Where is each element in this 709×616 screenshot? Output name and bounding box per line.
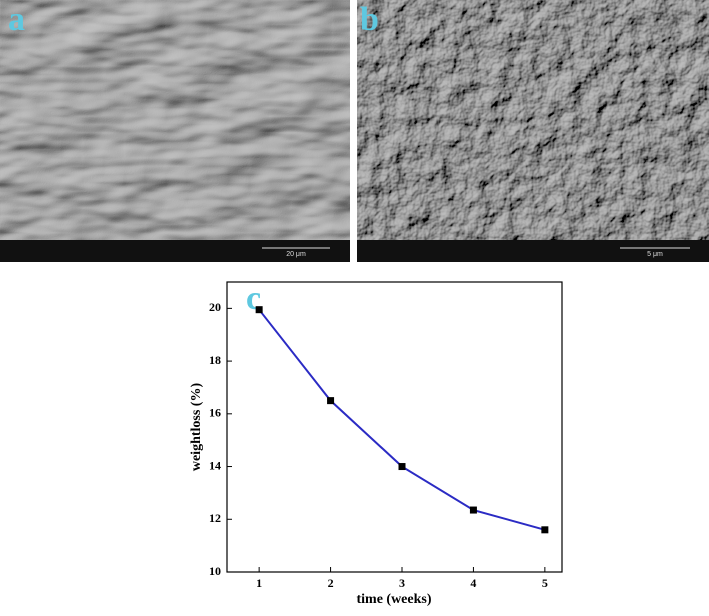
sem-image-b: 5 μm b <box>357 0 709 262</box>
data-marker <box>327 397 335 405</box>
panel-label: b <box>360 1 379 38</box>
y-tick-label: 18 <box>209 353 221 367</box>
info-bar <box>0 240 350 262</box>
y-tick-label: 20 <box>209 300 221 314</box>
x-tick-label: 2 <box>328 576 334 590</box>
x-axis-label: time (weeks) <box>356 592 431 607</box>
x-tick-label: 1 <box>256 576 262 590</box>
y-tick-label: 12 <box>209 511 221 525</box>
sem-texture <box>0 0 350 262</box>
x-tick-label: 4 <box>470 576 476 590</box>
scale-label: 20 μm <box>286 251 306 258</box>
y-tick-label: 16 <box>209 406 221 420</box>
panel-label: a <box>8 1 25 38</box>
sem-texture <box>357 0 709 262</box>
plot-frame <box>226 281 563 573</box>
data-marker <box>469 506 477 514</box>
data-marker <box>255 306 263 314</box>
data-marker <box>541 526 549 534</box>
data-line <box>258 309 546 531</box>
sem-image-a: 20 μm a <box>0 0 350 262</box>
info-bar <box>357 240 709 262</box>
x-tick-label: 5 <box>542 576 548 590</box>
line-chart: c time (weeks) weightloss (%) 1 2 3 4 510121… <box>189 280 563 607</box>
x-tick-label: 3 <box>399 576 405 590</box>
data-marker <box>398 463 406 471</box>
scale-label: 5 μm <box>647 251 663 258</box>
y-tick-label: 14 <box>209 458 221 472</box>
y-tick-label: 10 <box>209 564 221 578</box>
y-axis-label: weightloss (%) <box>189 383 204 472</box>
